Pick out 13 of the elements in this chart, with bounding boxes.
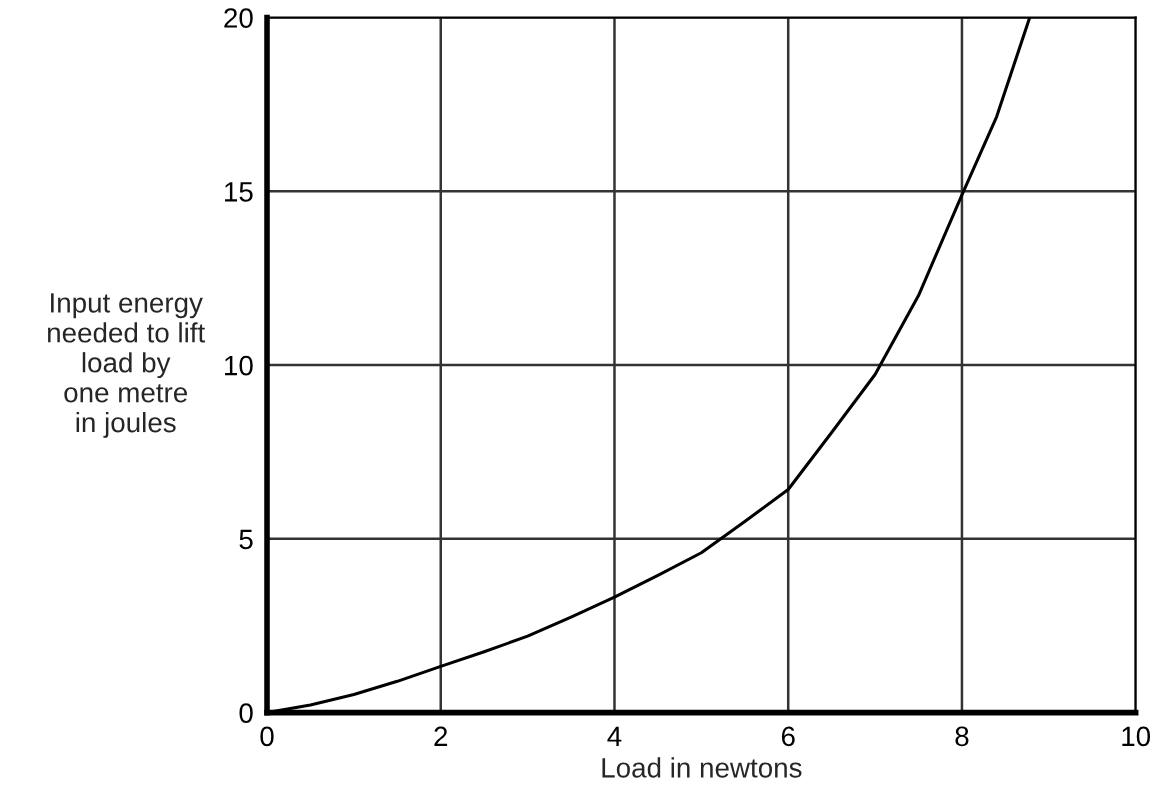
x-tick-label: 0 (260, 726, 274, 747)
x-tick-label: 6 (781, 726, 795, 747)
x-tick-label: 10 (1122, 726, 1151, 747)
x-tick-label: 2 (434, 726, 448, 746)
y-tick-label: 0 (239, 703, 253, 723)
y-tick-label: 20 (224, 8, 253, 28)
x-tick-label: 8 (955, 726, 969, 747)
y-tick-label: 5 (239, 529, 253, 550)
y-tick-label: 15 (225, 182, 253, 202)
y-axis-title: Input energy needed to lift load by one metre in joules (48, 293, 206, 438)
y-tick-label: 10 (225, 355, 253, 376)
x-tick-label: 4 (607, 726, 622, 746)
x-axis-title: Load in newtons (602, 757, 802, 778)
